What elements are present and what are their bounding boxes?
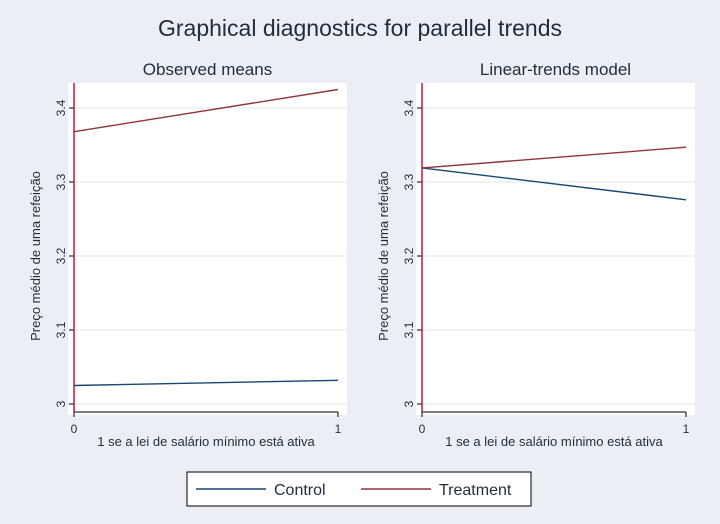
y-tick-label: 3.1	[402, 321, 416, 338]
y-tick-label: 3.4	[402, 99, 416, 116]
legend-label-treatment: Treatment	[439, 482, 512, 499]
figure-title: Graphical diagnostics for parallel trend…	[158, 15, 562, 41]
y-axis-label: Preço médio de uma refeição	[376, 171, 391, 341]
chart-panels: Observed means 3 3.1 3.2 3.3 3.4 0 1 Preço médio…	[28, 60, 695, 449]
series-line-control	[73, 379, 339, 387]
series-line-treatment	[421, 146, 687, 169]
series-line-control	[421, 167, 687, 201]
plot-area	[68, 83, 347, 415]
y-tick-label: 3	[402, 400, 416, 407]
series-line-treatment	[73, 88, 339, 133]
chart-panel-2: Linear-trends model 3 3.1 3.2 3.3 3.4 0 1 Preço …	[376, 60, 695, 449]
y-tick-label: 3.2	[54, 247, 68, 264]
y-axis-label: Preço médio de uma refeição	[28, 171, 43, 341]
x-tick-label: 0	[419, 422, 426, 436]
x-tick-label: 1	[683, 422, 690, 436]
y-tick-label: 3	[54, 400, 68, 407]
chart-panel-1: Observed means 3 3.1 3.2 3.3 3.4 0 1 Preço médio…	[28, 60, 347, 449]
plot-area	[416, 83, 695, 415]
panel-title: Linear-trends model	[480, 60, 631, 79]
x-axis-label: 1 se a lei de salário mínimo está ativa	[97, 434, 315, 449]
panel-title: Observed means	[143, 60, 272, 79]
y-tick-label: 3.2	[402, 247, 416, 264]
y-tick-label: 3.1	[54, 321, 68, 338]
x-axis-label: 1 se a lei de salário mínimo está ativa	[445, 434, 663, 449]
y-tick-label: 3.3	[402, 173, 416, 190]
y-tick-label: 3.4	[54, 99, 68, 116]
legend: Control Treatment	[186, 471, 532, 507]
y-tick-label: 3.3	[54, 173, 68, 190]
x-tick-label: 1	[335, 422, 342, 436]
x-tick-label: 0	[71, 422, 78, 436]
legend-label-control: Control	[274, 482, 326, 499]
